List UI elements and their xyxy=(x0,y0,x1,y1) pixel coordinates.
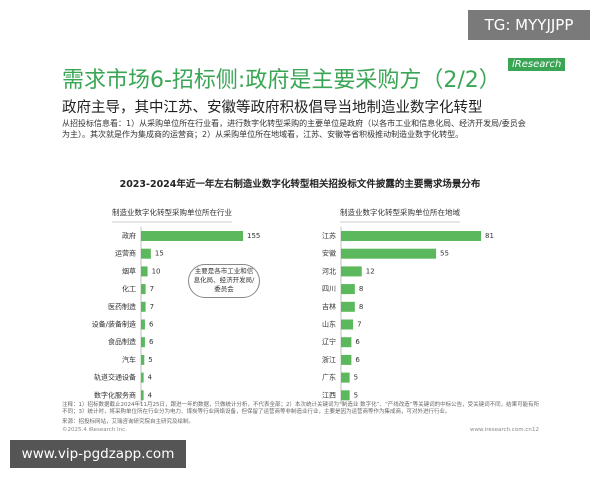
bar xyxy=(141,266,148,277)
value-label: 4 xyxy=(148,391,153,399)
page-number: 12 xyxy=(532,427,539,433)
value-label: 15 xyxy=(155,250,164,258)
bar xyxy=(341,248,437,259)
category-label: 山东 xyxy=(322,320,336,329)
bar xyxy=(341,266,362,277)
value-label: 6 xyxy=(355,356,360,364)
bar xyxy=(341,284,355,295)
bar xyxy=(141,319,145,330)
category-label: 安徽 xyxy=(322,249,336,258)
category-label: 四川 xyxy=(322,285,336,293)
slide-subtitle: 政府主导，其中江苏、安徽等政府积极倡导当地制造业数字化转型 xyxy=(62,100,483,116)
summary: 从招投标信息看：1）从采购单位所在行业看，进行数字化转型采购的主要单位是政府（以… xyxy=(62,119,526,139)
footnote: 注释：1）招标数据截止2024年11月25日，跟进一年的数据，只做统计分析，不代… xyxy=(62,402,540,415)
category-label: 烟草 xyxy=(122,266,136,275)
website: www.iresearch.com.cn xyxy=(470,427,532,433)
category-label: 医药制造 xyxy=(108,302,136,311)
value-label: 7 xyxy=(150,285,154,293)
value-label: 55 xyxy=(440,250,449,258)
category-label: 河北 xyxy=(322,267,336,275)
slide-title: 需求市场6-招标侧:政府是主要采购方（2/2） xyxy=(62,68,501,93)
callout: 主要是各市工业和信息化局、经济开发局/委员会 xyxy=(188,264,260,298)
value-label: 8 xyxy=(359,285,363,293)
category-label: 江西 xyxy=(322,391,336,399)
category-label: 化工 xyxy=(122,284,136,293)
value-label: 5 xyxy=(354,374,358,382)
bar xyxy=(341,372,350,383)
value-label: 7 xyxy=(150,303,154,311)
watermark: www.vip-pgdzapp.com xyxy=(10,440,186,468)
value-label: 12 xyxy=(366,267,375,275)
category-label: 设备/装备制造 xyxy=(92,320,136,329)
category-label: 运营商 xyxy=(115,249,136,258)
bar xyxy=(341,231,481,241)
category-label: 江苏 xyxy=(322,231,336,240)
value-label: 7 xyxy=(357,321,361,329)
chart-subtitle: 制造业数字化转型采购单位所在地域 xyxy=(340,207,460,217)
watermark: TG: MYYJJPP xyxy=(468,10,590,40)
value-label: 81 xyxy=(485,232,494,240)
value-label: 5 xyxy=(148,356,152,364)
bar xyxy=(341,337,352,348)
bar xyxy=(141,284,146,295)
logo: iResearch xyxy=(508,58,566,71)
value-label: 6 xyxy=(355,338,360,346)
category-label: 政府 xyxy=(122,231,136,240)
value-label: 10 xyxy=(152,267,161,275)
value-label: 4 xyxy=(148,374,153,382)
figure-title: 2023-2024年近一年左右制造业数字化转型相关招投标文件披露的主要需求场景分… xyxy=(119,179,481,190)
bar xyxy=(341,390,350,401)
category-label: 数字化服务商 xyxy=(94,390,136,399)
bar xyxy=(141,337,145,348)
bar xyxy=(341,301,355,312)
value-label: 6 xyxy=(149,321,154,329)
category-label: 食品制造 xyxy=(108,337,136,346)
category-label: 浙江 xyxy=(322,355,336,364)
category-label: 辽宁 xyxy=(322,337,336,346)
bar xyxy=(141,248,151,259)
category-label: 轨道交通设备 xyxy=(94,373,136,382)
bar xyxy=(141,372,144,383)
bar xyxy=(141,354,145,365)
bar xyxy=(341,319,354,330)
category-label: 汽车 xyxy=(122,355,136,364)
value-label: 155 xyxy=(247,232,260,240)
copyright: ©2025.4 iResearch Inc. xyxy=(62,427,127,433)
bar xyxy=(141,231,243,241)
chart-subtitle: 制造业数字化转型采购单位所在行业 xyxy=(112,207,232,217)
value-label: 8 xyxy=(359,303,363,311)
bar xyxy=(141,301,146,312)
category-label: 广东 xyxy=(322,373,336,382)
bar xyxy=(141,390,144,401)
bar xyxy=(341,354,352,365)
value-label: 6 xyxy=(149,338,154,346)
value-label: 5 xyxy=(354,391,358,399)
category-label: 吉林 xyxy=(322,302,336,311)
source: 来源：招投标网站，艾瑞咨询研究院自主研究及绘制。 xyxy=(62,419,195,425)
